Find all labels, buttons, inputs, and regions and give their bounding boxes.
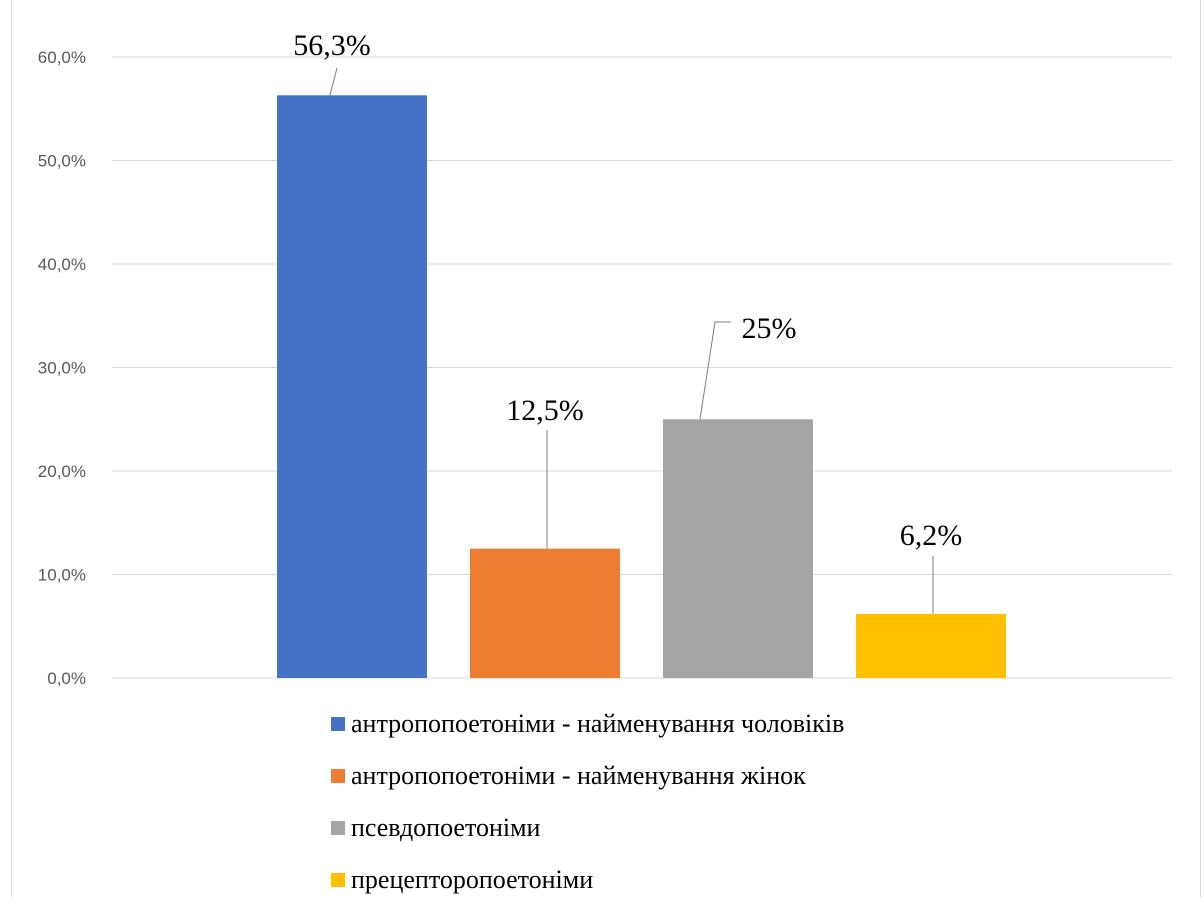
leader-lines: [329, 67, 934, 614]
data-label: 25%: [742, 312, 797, 345]
legend-label: антропопоетоніми - найменування жінок: [351, 761, 806, 790]
data-labels: 56,3% 12,5% 25% 6,2%: [293, 29, 962, 552]
legend-item: псевдопоетоніми: [331, 802, 844, 854]
bar: [856, 613, 1006, 678]
leader-line: [329, 67, 338, 96]
gridlines: [112, 56, 1172, 679]
legend-swatch: [331, 717, 345, 731]
legend-item: антропопоетоніми - найменування чоловікі…: [331, 698, 844, 750]
legend-label: антропопоетоніми - найменування чоловікі…: [351, 709, 845, 738]
legend-label: псевдопоетоніми: [351, 813, 541, 842]
legend-swatch: [331, 769, 345, 783]
y-tick-label: 60,0%: [38, 48, 86, 67]
legend-item: антропопоетоніми - найменування жінок: [331, 750, 844, 802]
legend-label: прецепторопоетоніми: [351, 865, 594, 894]
y-tick-label: 30,0%: [38, 359, 86, 378]
legend-item: прецепторопоетоніми: [331, 854, 844, 906]
leader-line: [699, 321, 731, 420]
legend-swatch: [331, 821, 345, 835]
data-label: 56,3%: [293, 29, 371, 62]
bar: [277, 95, 427, 679]
bars: [277, 95, 1006, 679]
data-label: 12,5%: [506, 394, 584, 427]
y-tick-label: 50,0%: [38, 152, 86, 171]
y-tick-label: 40,0%: [38, 255, 86, 274]
y-tick-label: 0,0%: [47, 669, 86, 688]
bar: [663, 419, 813, 678]
y-axis-ticks: 0,0% 10,0% 20,0% 30,0% 40,0% 50,0% 60,0%: [38, 48, 86, 688]
legend: антропопоетоніми - найменування чоловікі…: [331, 698, 844, 906]
bar: [470, 548, 620, 678]
data-label: 6,2%: [900, 519, 963, 552]
legend-swatch: [331, 873, 345, 887]
y-tick-label: 20,0%: [38, 462, 86, 481]
chart-frame: [11, 0, 1201, 897]
y-tick-label: 10,0%: [38, 566, 86, 585]
